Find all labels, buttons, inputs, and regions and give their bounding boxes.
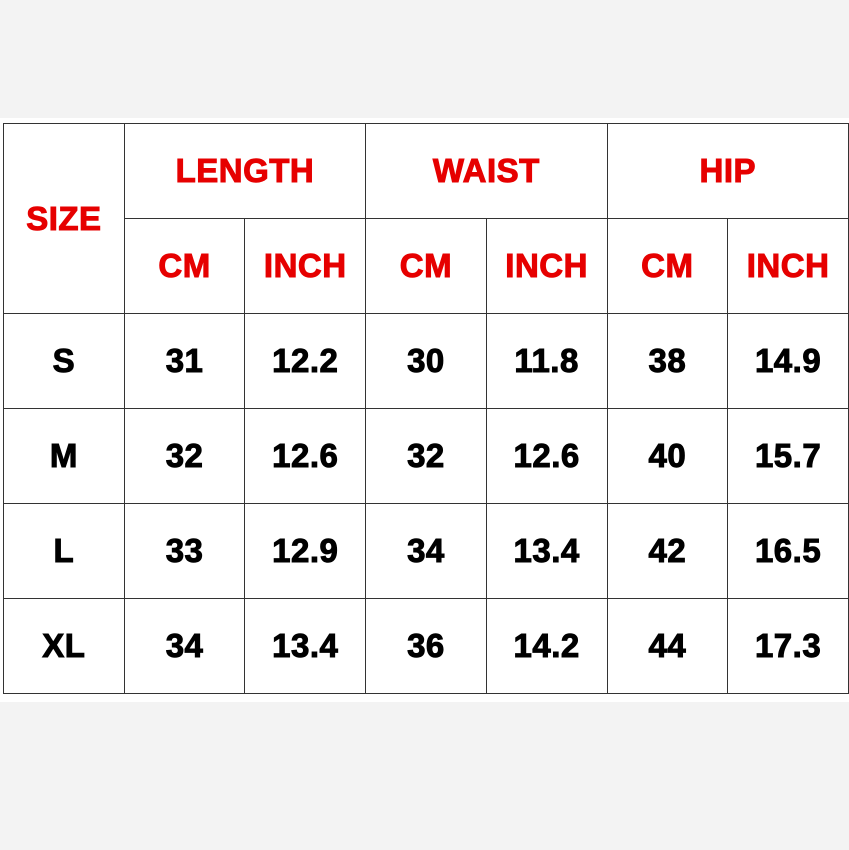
value-cell: 30: [365, 313, 487, 409]
size-cell: XL: [3, 598, 125, 694]
unit-row: CM INCH CM INCH CM INCH: [4, 218, 849, 314]
value-cell: 12.6: [244, 408, 367, 504]
value-cell: 32: [365, 408, 487, 504]
value-cell: 16.5: [727, 503, 849, 599]
value-cell: 17.3: [727, 598, 849, 694]
value-cell: 42: [606, 503, 729, 599]
value-cell: 40: [606, 408, 729, 504]
value-cell: 12.6: [485, 408, 608, 504]
value-cell: 15.7: [727, 408, 849, 504]
value-cell: 44: [606, 598, 729, 694]
value-cell: 14.9: [727, 313, 849, 409]
table-row: L 33 12.9 34 13.4 42 16.5: [3, 503, 849, 599]
length-header: LENGTH: [123, 123, 367, 219]
value-cell: 33: [123, 503, 246, 599]
value-cell: 31: [123, 313, 246, 409]
hip-header: HIP: [606, 123, 849, 219]
waist-header: WAIST: [365, 123, 608, 219]
table-row: M 32 12.6 32 12.6 40 15.7: [3, 408, 849, 504]
value-cell: 13.4: [485, 503, 608, 599]
header-row: SIZE LENGTH WAIST HIP: [3, 123, 849, 314]
unit-header: INCH: [485, 218, 608, 314]
table-row: S 31 12.2 30 11.8 38 14.9: [3, 313, 849, 409]
unit-header: CM: [365, 218, 487, 314]
value-cell: 13.4: [244, 598, 367, 694]
value-cell: 11.8: [485, 313, 608, 409]
value-cell: 12.9: [244, 503, 367, 599]
table-row: XL 34 13.4 36 14.2 44 17.3: [3, 598, 849, 694]
size-cell: S: [3, 313, 125, 409]
size-cell: M: [3, 408, 125, 504]
unit-header: INCH: [727, 218, 849, 314]
value-cell: 12.2: [244, 313, 367, 409]
unit-header: CM: [123, 218, 246, 314]
size-chart-table: SIZE LENGTH WAIST HIP CM INCH CM INCH CM…: [3, 123, 849, 694]
size-cell: L: [3, 503, 125, 599]
size-header: SIZE: [3, 123, 125, 314]
value-cell: 32: [123, 408, 246, 504]
value-cell: 14.2: [485, 598, 608, 694]
value-cell: 34: [365, 503, 487, 599]
unit-header: INCH: [244, 218, 367, 314]
value-cell: 36: [365, 598, 487, 694]
value-cell: 34: [123, 598, 246, 694]
unit-header: CM: [606, 218, 729, 314]
value-cell: 38: [606, 313, 729, 409]
